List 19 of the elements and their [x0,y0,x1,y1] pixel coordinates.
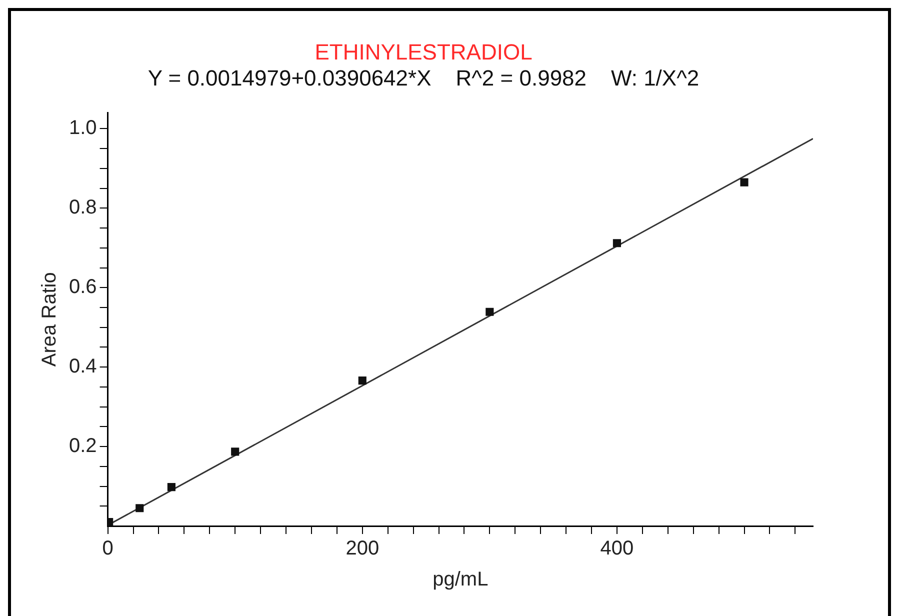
point [136,504,144,512]
point [612,239,622,248]
y-tick-label: 0.4 [68,356,97,378]
x-tick-label: 400 [600,538,634,560]
x-tick-label: 200 [346,538,380,560]
point [358,376,366,385]
chart-title: ETHINYLESTRADIOL [314,39,532,64]
y-tick-label: 1.0 [68,117,97,140]
y-tick-label: 0.6 [68,276,97,298]
point [740,178,748,186]
x-tick-label: 0 [102,538,114,560]
point [486,308,494,316]
point [231,448,240,456]
point [167,483,176,492]
chart-subtitle: Y = 0.0014979+0.0390642*X R^2 = 0.9982 W: 1/X^2 [148,66,700,91]
x-axis-title: pg/mL [432,568,488,591]
y-tick-label: 0.8 [68,196,97,219]
y-tick-label: 0.2 [68,435,97,458]
y-axis-title: Area Ratio [38,272,61,367]
